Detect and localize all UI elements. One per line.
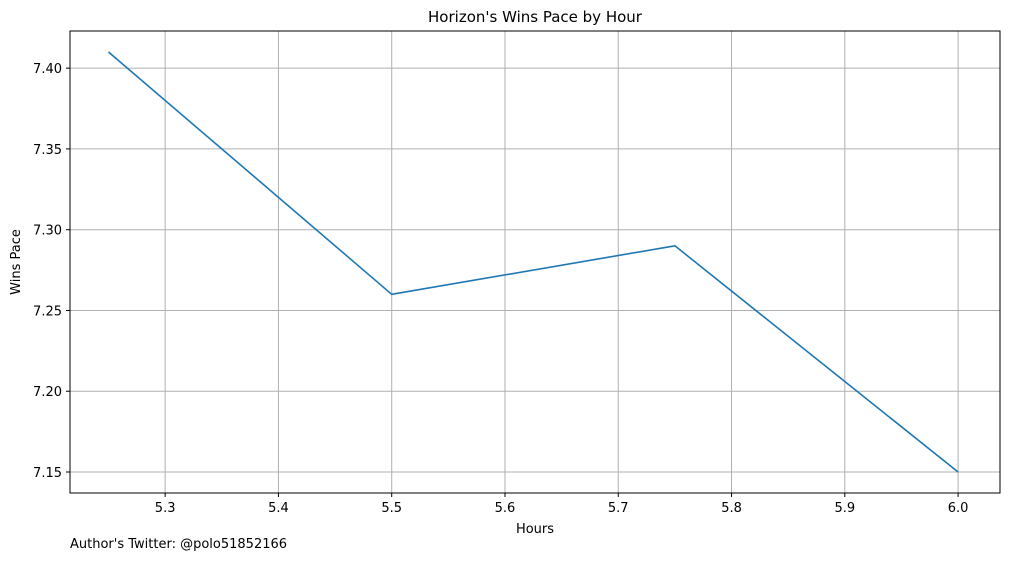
author-footnote: Author's Twitter: @polo51852166: [70, 537, 288, 552]
y-tick-label: 7.35: [33, 143, 62, 158]
series-layer: [107, 51, 959, 473]
x-tick-label: 5.6: [495, 501, 516, 516]
x-tick-label: 5.5: [381, 501, 402, 516]
x-tick-label: 5.4: [268, 501, 289, 516]
plot-frame: [69, 30, 1001, 494]
x-axis-label: Hours: [516, 522, 554, 537]
chart-title: Horizon's Wins Pace by Hour: [428, 8, 643, 26]
x-tick-label: 5.7: [608, 501, 629, 516]
y-tick-label: 7.15: [33, 466, 62, 481]
x-axis: 5.3 5.4 5.5 5.6 5.7 5.8 5.9 6.0: [155, 493, 969, 516]
y-tick-label: 7.30: [33, 224, 62, 239]
grid-lines: [70, 31, 1000, 493]
y-tick-label: 7.25: [33, 304, 62, 319]
x-tick-label: 5.8: [721, 501, 742, 516]
y-axis-label: Wins Pace: [9, 229, 24, 295]
x-tick-label: 5.3: [155, 501, 176, 516]
series-line: [107, 51, 959, 473]
y-axis: 7.15 7.20 7.25 7.30 7.35 7.40: [33, 62, 70, 481]
y-tick-label: 7.40: [33, 62, 62, 77]
x-tick-label: 6.0: [948, 501, 969, 516]
x-tick-label: 5.9: [834, 501, 855, 516]
y-tick-label: 7.20: [33, 385, 62, 400]
